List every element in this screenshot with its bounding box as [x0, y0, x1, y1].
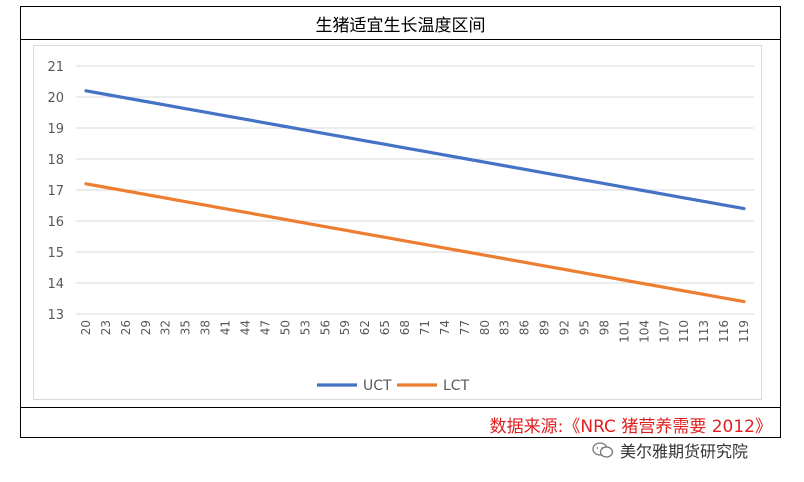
y-tick-label: 16 — [47, 215, 64, 230]
chart-title: 生猪适宜生长温度区间 — [315, 15, 486, 36]
x-tick-label: 20 — [79, 320, 93, 335]
chart-area: 13 14 15 16 17 18 19 20 21 20 23 26 29 32 35 38 41 44 47 50… — [33, 45, 762, 400]
line-chart: 13 14 15 16 17 18 19 20 21 20 23 26 29 32 35 38 41 44 47 50… — [47, 60, 754, 394]
x-tick-label: 68 — [398, 320, 412, 335]
x-tick-label: 35 — [179, 320, 193, 335]
x-tick-label: 95 — [578, 320, 592, 335]
x-tick-label: 113 — [697, 320, 711, 343]
x-tick-label: 62 — [358, 320, 372, 335]
x-tick-label: 89 — [538, 320, 552, 335]
x-tick-label: 50 — [278, 320, 292, 335]
source-note: 数据来源:《NRC 猪营养需要 2012》 — [489, 417, 772, 437]
watermark: 美尔雅期货研究院 — [592, 438, 748, 462]
series-line-lct — [84, 182, 746, 304]
x-tick-label: 77 — [458, 320, 472, 335]
x-tick-label: 29 — [139, 320, 153, 335]
y-tick-label: 13 — [47, 308, 64, 323]
x-tick-label: 47 — [258, 320, 272, 335]
y-tick-label: 19 — [47, 122, 64, 137]
x-tick-label: 71 — [418, 320, 432, 335]
x-tick-label: 101 — [617, 320, 631, 343]
x-tick-label: 74 — [438, 320, 452, 335]
legend-label: LCT — [443, 378, 470, 394]
y-tick-label: 18 — [47, 153, 64, 168]
y-tick-label: 20 — [47, 91, 64, 106]
y-tick-label: 21 — [47, 60, 64, 75]
wechat-icon — [592, 442, 614, 458]
x-tick-label: 86 — [518, 320, 532, 335]
source-row: 数据来源:《NRC 猪营养需要 2012》 — [21, 407, 780, 438]
x-tick-label: 83 — [498, 320, 512, 335]
x-tick-label: 44 — [239, 320, 253, 335]
x-tick-label: 80 — [478, 320, 492, 335]
x-tick-label: 65 — [378, 320, 392, 335]
x-tick-label: 119 — [737, 320, 751, 343]
x-tick-label: 38 — [199, 320, 213, 335]
x-tick-label: 110 — [677, 320, 691, 343]
x-tick-label: 41 — [219, 320, 233, 335]
series-line-uct — [84, 89, 746, 211]
figure-frame: 生猪适宜生长温度区间 13 14 15 16 17 18 19 20 21 20 23 26 29 32 3… — [20, 6, 781, 438]
x-tick-label: 98 — [597, 320, 611, 335]
x-tick-label: 53 — [298, 320, 312, 335]
x-tick-label: 104 — [637, 320, 651, 343]
y-tick-label: 17 — [47, 184, 64, 199]
chart-title-row: 生猪适宜生长温度区间 — [21, 7, 780, 40]
x-tick-label: 56 — [318, 320, 332, 335]
x-tick-label: 32 — [159, 320, 173, 335]
watermark-text: 美尔雅期货研究院 — [620, 442, 749, 461]
x-tick-label: 92 — [558, 320, 572, 335]
x-tick-label: 59 — [338, 320, 352, 335]
legend-label: UCT — [363, 378, 392, 394]
x-tick-label: 26 — [119, 320, 133, 335]
y-tick-label: 14 — [47, 277, 64, 292]
x-tick-label: 107 — [657, 320, 671, 343]
x-tick-label: 23 — [99, 320, 113, 335]
y-tick-label: 15 — [47, 246, 64, 261]
x-tick-label: 116 — [717, 320, 731, 343]
